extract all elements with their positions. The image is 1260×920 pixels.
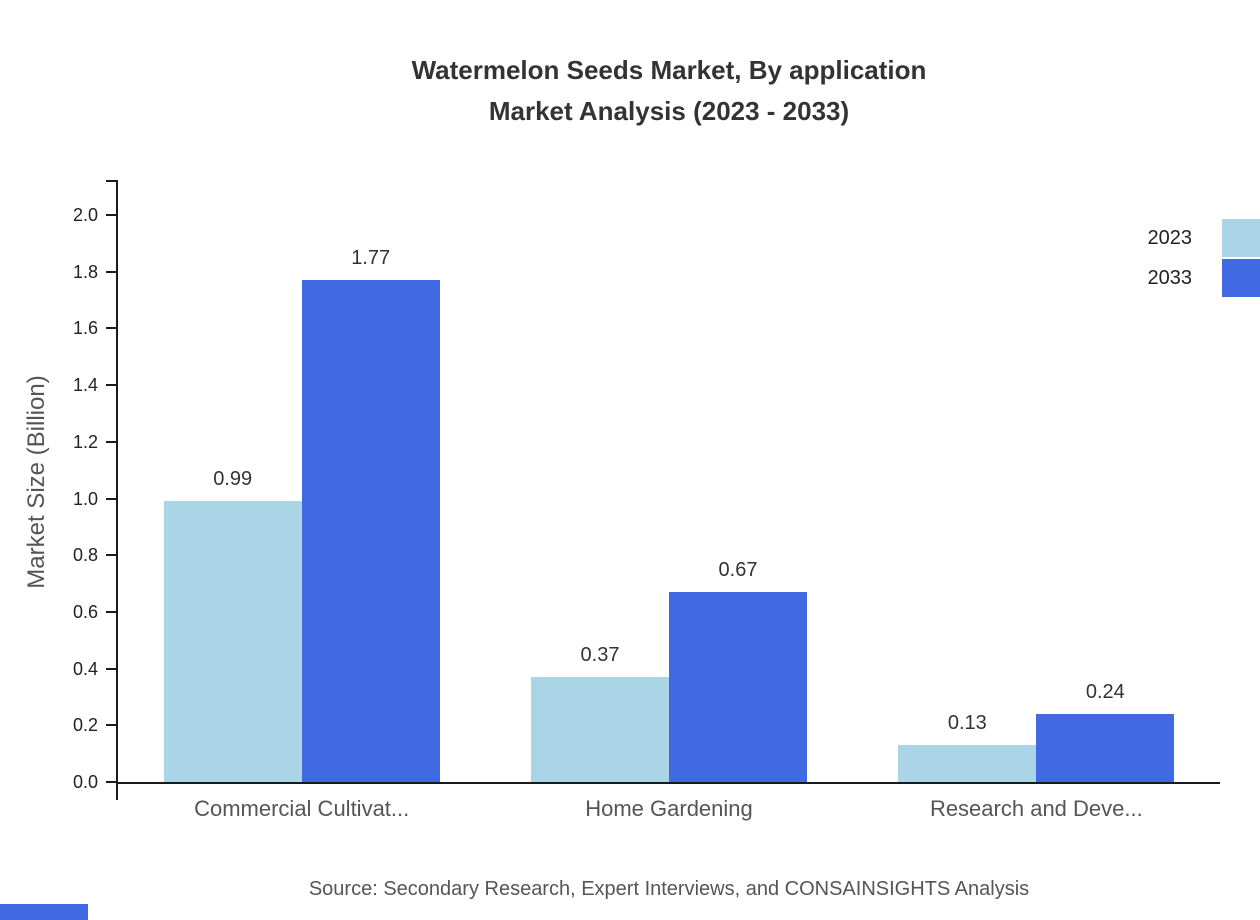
- y-tick-label: 2.0: [72, 205, 98, 225]
- legend-swatch: [1222, 219, 1260, 257]
- bar-2023: [531, 677, 669, 782]
- y-tick-label: 1.0: [72, 488, 98, 509]
- y-tick-label: 1.8: [72, 261, 98, 282]
- brand-accent-bar: [0, 904, 88, 920]
- y-tick-label: 0.2: [72, 715, 98, 736]
- y-tick-label: 0.6: [72, 601, 98, 622]
- y-tick-mark: [106, 610, 116, 613]
- x-category-label: Research and Deve...: [929, 796, 1143, 821]
- y-tick-mark: [106, 497, 116, 500]
- y-tick-label: 0.8: [72, 545, 98, 566]
- y-tick-label: 1.6: [72, 318, 98, 339]
- plot-area: 0.0 0.2 0.4 0.6 0.8 1.0 1.2 1.4 1.6 1.8 2.0 0.99 1.7…: [73, 180, 1220, 821]
- bar-value-label: 0.24: [1085, 680, 1125, 703]
- bar-2033: [301, 280, 440, 782]
- y-tick-mark: [106, 214, 116, 216]
- legend-swatch: [1222, 259, 1260, 297]
- y-tick-mark: [106, 440, 116, 443]
- y-tick-label: 1.4: [72, 375, 98, 396]
- y-tick-mark: [106, 327, 116, 330]
- y-tick-mark: [106, 554, 116, 557]
- bar-value-label: 0.67: [718, 559, 758, 582]
- y-axis-end-tick: [106, 180, 116, 182]
- legend-item: 2033: [1148, 258, 1260, 298]
- bar-2033: [1036, 713, 1175, 782]
- chart-title: Watermelon Seeds Market, By application …: [118, 50, 1220, 132]
- bar-2033: [669, 592, 807, 782]
- x-category-label: Commercial Cultivat...: [194, 796, 410, 821]
- y-tick-mark: [106, 724, 116, 727]
- chart-title-line1: Watermelon Seeds Market, By application: [411, 55, 927, 85]
- legend-label: 2023: [1147, 226, 1193, 249]
- bar-value-label: 1.77: [351, 247, 391, 270]
- legend-label: 2033: [1147, 266, 1193, 289]
- x-axis-line: [116, 782, 1220, 784]
- chart-title-line2: Market Analysis (2023 - 2033): [488, 96, 850, 126]
- source-note: Source: Secondary Research, Expert Inter…: [308, 878, 1030, 900]
- bar-2023: [898, 745, 1037, 782]
- y-axis-line: [116, 180, 118, 800]
- bar-value-label: 0.99: [213, 468, 253, 491]
- y-tick-mark: [106, 384, 116, 387]
- y-tick-mark: [106, 781, 116, 783]
- y-tick-label: 0.0: [72, 772, 98, 792]
- y-tick-mark: [106, 667, 116, 670]
- legend: 2023 2033: [1148, 218, 1260, 298]
- bar-2023: [163, 501, 302, 782]
- y-tick-label: 1.2: [72, 431, 98, 452]
- bar-value-label: 0.13: [947, 712, 987, 735]
- y-tick-label: 0.4: [72, 658, 98, 679]
- x-category-label: Home Gardening: [585, 796, 753, 821]
- y-tick-mark: [106, 270, 116, 273]
- bar-value-label: 0.37: [580, 644, 620, 667]
- legend-item: 2023: [1148, 218, 1260, 258]
